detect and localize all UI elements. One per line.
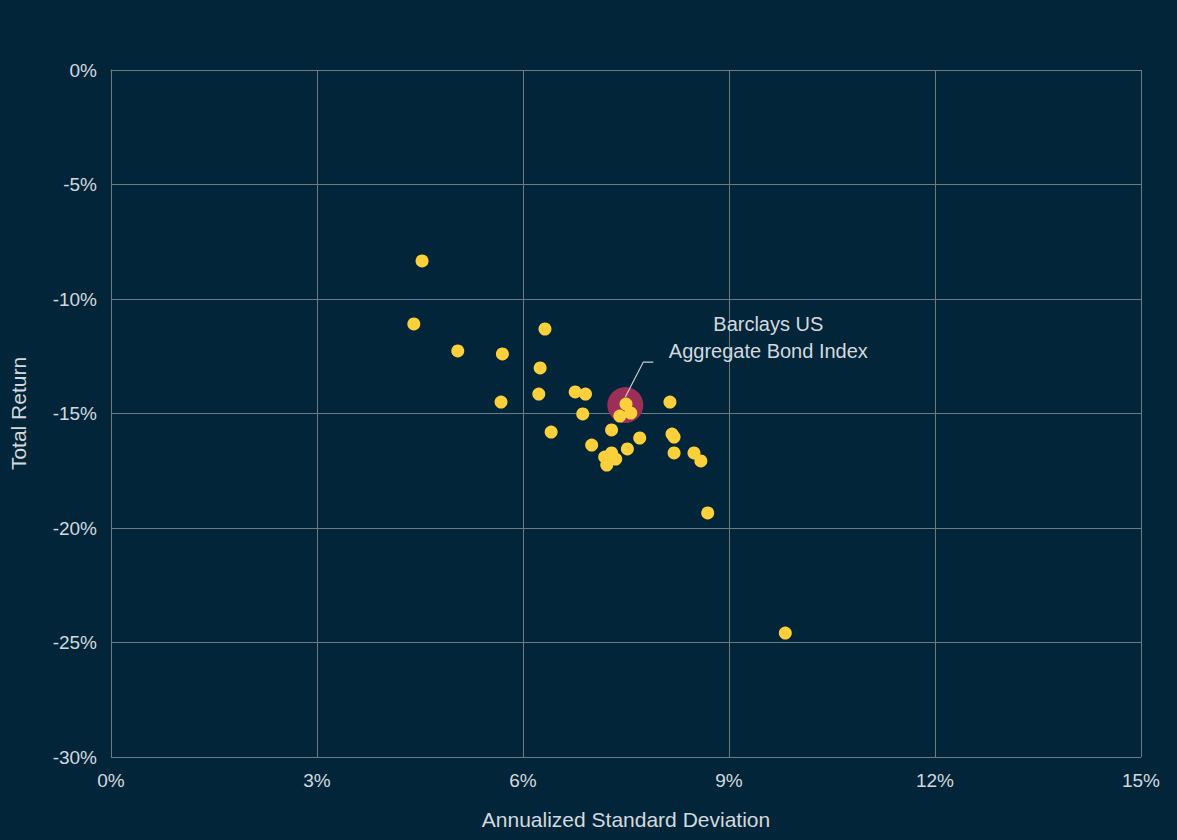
svg-text:15%: 15% — [1122, 770, 1160, 791]
svg-text:-5%: -5% — [63, 174, 97, 195]
svg-text:-30%: -30% — [53, 747, 97, 768]
svg-text:-20%: -20% — [53, 518, 97, 539]
svg-text:6%: 6% — [509, 770, 537, 791]
svg-text:-10%: -10% — [53, 289, 97, 310]
svg-text:-25%: -25% — [53, 632, 97, 653]
svg-text:Barclays US: Barclays US — [713, 313, 823, 335]
svg-text:12%: 12% — [916, 770, 954, 791]
svg-text:Total Return: Total Return — [7, 357, 30, 470]
svg-text:0%: 0% — [70, 60, 98, 81]
svg-text:3%: 3% — [303, 770, 331, 791]
svg-text:-15%: -15% — [53, 403, 97, 424]
svg-text:0%: 0% — [97, 770, 125, 791]
svg-text:Aggregate Bond Index: Aggregate Bond Index — [669, 340, 868, 362]
svg-text:9%: 9% — [715, 770, 743, 791]
svg-text:Annualized Standard Deviation: Annualized Standard Deviation — [482, 808, 770, 831]
